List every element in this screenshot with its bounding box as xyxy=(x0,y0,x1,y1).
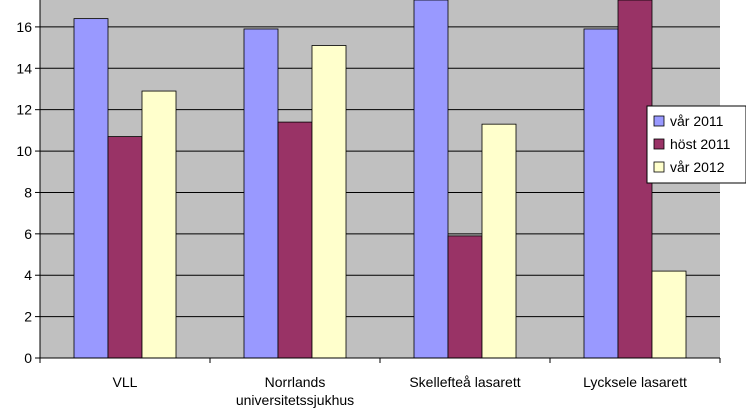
bar-3-series-2 xyxy=(447,235,483,359)
bar-3-series-1 xyxy=(413,0,449,359)
bar-2-series-2 xyxy=(277,121,313,359)
bar-1-series-1 xyxy=(73,18,109,359)
legend-label: vår 2011 xyxy=(670,113,724,129)
legend-swatch xyxy=(653,115,665,127)
x-category-label: Lycksele lasarett xyxy=(583,374,687,390)
y-tick-label: 12 xyxy=(16,102,32,118)
bar-1-series-2 xyxy=(107,136,143,359)
legend-label: vår 2012 xyxy=(670,159,725,175)
legend: vår 2011 höst 2011 vår 2012 xyxy=(646,105,746,184)
y-tick-label: 10 xyxy=(16,143,32,159)
x-category-label: Norrlands universitetssjukhus xyxy=(236,374,354,408)
bar-4-series-2 xyxy=(617,0,653,359)
bar-1-series-3 xyxy=(141,90,177,359)
y-tick-label: 6 xyxy=(24,226,32,242)
y-tick-label: 16 xyxy=(16,19,32,35)
bar-2-series-3 xyxy=(311,45,347,359)
bar-4-series-3 xyxy=(651,270,687,359)
legend-swatch xyxy=(653,138,665,150)
y-tick-label: 14 xyxy=(16,60,32,76)
legend-label: höst 2011 xyxy=(670,136,731,152)
x-category-label: VLL xyxy=(113,374,138,390)
bar-3-series-3 xyxy=(481,123,517,359)
y-tick-label: 0 xyxy=(24,350,32,366)
y-tick-label: 2 xyxy=(24,309,32,325)
bar-4-series-1 xyxy=(583,28,619,359)
bars xyxy=(73,0,687,359)
axes xyxy=(39,0,721,363)
y-tick-labels: 0 2 4 6 8 10 12 14 16 xyxy=(16,19,32,366)
bar-2-series-1 xyxy=(243,28,279,359)
x-category-labels: VLL Norrlands universitetssjukhus Skellefte… xyxy=(113,374,687,408)
y-tick-label: 8 xyxy=(24,184,32,200)
x-category-label: Skellefteå lasarett xyxy=(409,374,520,390)
y-tick-label: 4 xyxy=(24,267,32,283)
legend-swatch xyxy=(653,161,665,173)
